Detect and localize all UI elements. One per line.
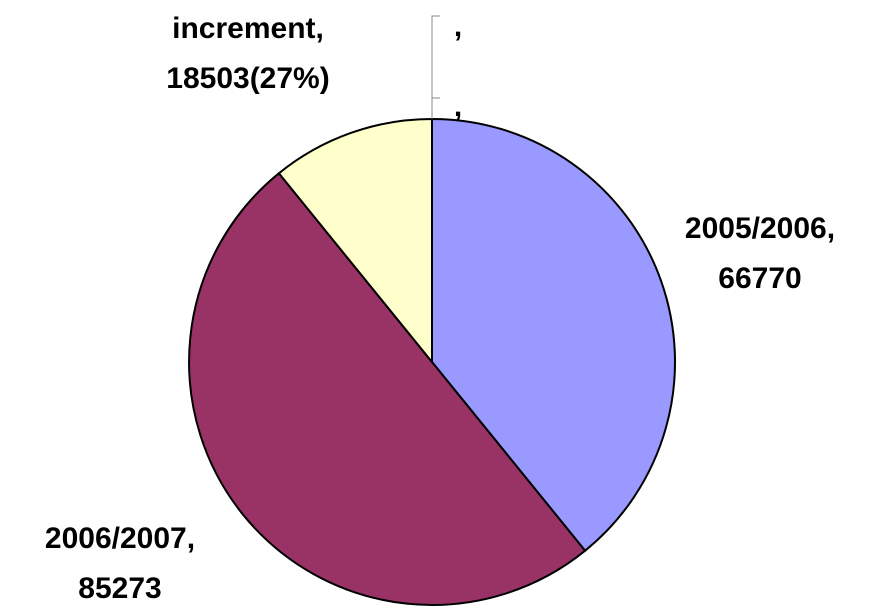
pie-slice <box>431 117 676 553</box>
pie-slice <box>277 117 433 365</box>
category-label: increment <box>172 12 315 45</box>
annotation: , <box>454 90 462 123</box>
label-separator: , <box>187 522 195 555</box>
value-label: 66770 <box>718 262 801 295</box>
category-label: 2006/2007 <box>45 522 187 555</box>
value-label: 18503(27%) <box>166 62 329 95</box>
data-label: increment, 18503(27%) <box>166 12 329 95</box>
label-separator: , <box>316 12 324 45</box>
category-label: 2005/2006 <box>685 212 827 245</box>
value-label: 85273 <box>78 572 161 605</box>
data-label: 2005/2006, 66770 <box>685 212 835 295</box>
annotation: , <box>454 10 462 43</box>
data-label: 2006/2007, 85273 <box>45 522 195 605</box>
label-separator: , <box>827 212 835 245</box>
pie-slice <box>188 171 587 606</box>
leader-line <box>431 15 440 119</box>
